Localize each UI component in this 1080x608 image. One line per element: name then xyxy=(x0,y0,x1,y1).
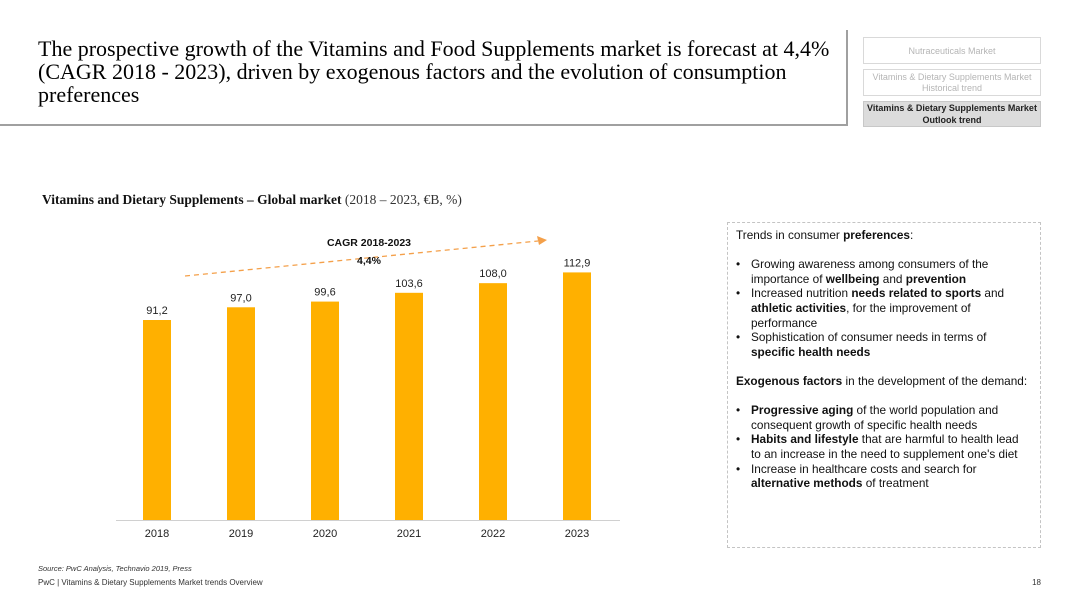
tick-label-2023: 2023 xyxy=(565,528,589,540)
cagr-annotation-title: CAGR 2018-2023 xyxy=(327,237,411,249)
tick-label-2022: 2022 xyxy=(481,528,505,540)
list-item: Increase in healthcare costs and search … xyxy=(736,462,1028,491)
list-item: Habits and lifestyle that are harmful to… xyxy=(736,432,1028,461)
data-label-2018: 91,2 xyxy=(146,305,167,317)
trends-panel: Trends in consumer preferences: Growing … xyxy=(727,222,1041,548)
bar-2021 xyxy=(395,292,423,520)
nav-tab-label-line1: Vitamins & Dietary Supplements Market xyxy=(872,71,1032,82)
chart-title-main: Vitamins and Dietary Supplements – Globa… xyxy=(42,192,342,207)
list-item: Sophistication of consumer needs in term… xyxy=(736,330,1028,359)
page-title: The prospective growth of the Vitamins a… xyxy=(38,36,830,107)
preferences-list: Growing awareness among consumers of the… xyxy=(736,257,1028,359)
chart-title-units: (2018 – 2023, €B, %) xyxy=(344,192,462,207)
nav-tab-label-line2: Outlook trend xyxy=(922,115,982,125)
list-item: Progressive aging of the world populatio… xyxy=(736,403,1028,432)
tick-label-2020: 2020 xyxy=(313,528,337,540)
tick-label-2018: 2018 xyxy=(145,528,169,540)
list-item: Growing awareness among consumers of the… xyxy=(736,257,1028,286)
source-note: Source: PwC Analysis, Technavio 2019, Pr… xyxy=(38,564,192,573)
data-label-2020: 99,6 xyxy=(314,287,335,299)
title-frame xyxy=(0,30,848,126)
nav-tab-label-line1: Vitamins & Dietary Supplements Market xyxy=(867,103,1037,113)
nav-tab-outlook-trend[interactable]: Vitamins & Dietary Supplements Market Ou… xyxy=(863,101,1041,127)
exogenous-list: Progressive aging of the world populatio… xyxy=(736,403,1028,491)
bar-2020 xyxy=(311,301,339,520)
cagr-annotation-value: 4,4% xyxy=(357,255,382,267)
preferences-intro: Trends in consumer preferences: xyxy=(736,228,914,242)
bar-2019 xyxy=(227,307,255,520)
tick-label-2021: 2021 xyxy=(397,528,421,540)
list-item: Increased nutrition needs related to spo… xyxy=(736,286,1028,330)
bar-2023 xyxy=(563,272,591,520)
exogenous-intro: Exogenous factors in the development of … xyxy=(736,373,1028,388)
data-label-2023: 112,9 xyxy=(564,257,591,269)
data-label-2019: 97,0 xyxy=(230,292,251,304)
footer-text: PwC | Vitamins & Dietary Supplements Mar… xyxy=(38,578,263,587)
nav-tab-label: Nutraceuticals Market xyxy=(908,45,996,56)
market-bar-chart: 91,2 2018 97,0 2019 99,6 2020 103,6 2021 108,0 20… xyxy=(116,236,620,540)
nav-tab-historical-trend[interactable]: Vitamins & Dietary Supplements Market Hi… xyxy=(863,69,1041,96)
cagr-arrowhead xyxy=(537,236,547,245)
nav-tab-label-line2: Historical trend xyxy=(921,82,983,93)
tick-label-2019: 2019 xyxy=(229,528,253,540)
page-number: 18 xyxy=(1032,578,1041,587)
bar-2018 xyxy=(143,320,171,520)
data-label-2022: 108,0 xyxy=(479,268,507,280)
nav-tab-nutraceuticals-market[interactable]: Nutraceuticals Market xyxy=(863,37,1041,64)
chart-title: Vitamins and Dietary Supplements – Globa… xyxy=(42,192,462,208)
bar-2022 xyxy=(479,283,507,520)
data-label-2021: 103,6 xyxy=(395,278,423,290)
